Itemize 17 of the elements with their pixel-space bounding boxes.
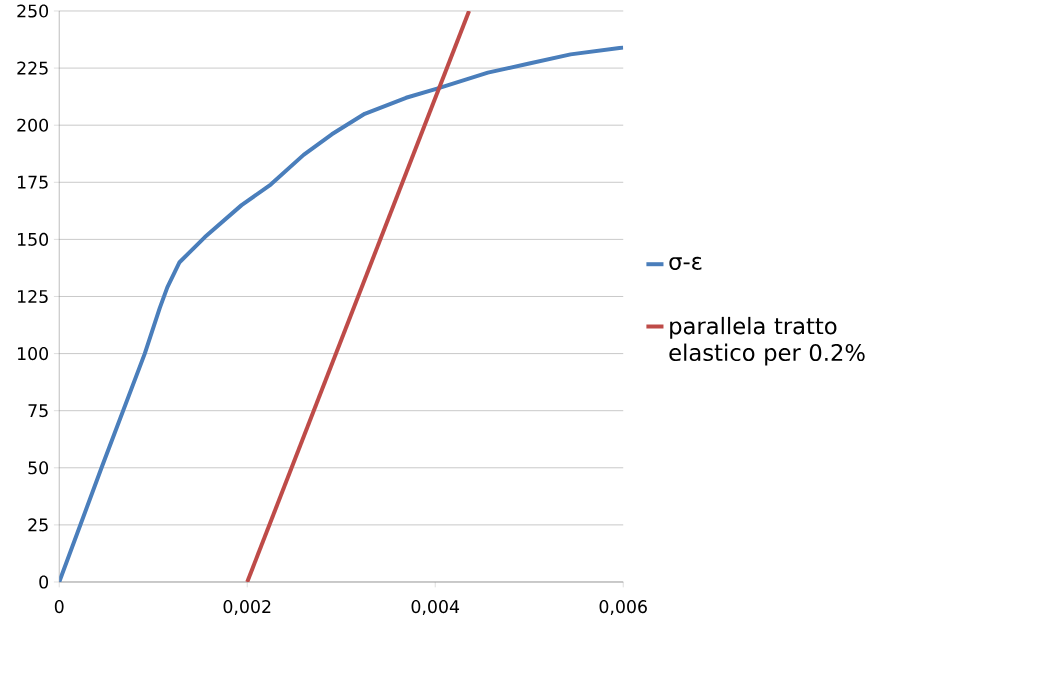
- legend-label: σ-ε: [669, 256, 702, 270]
- y-tick-label: 150: [18, 232, 49, 246]
- y-tick-label: 225: [17, 61, 48, 75]
- y-tick-label: 0: [39, 575, 49, 589]
- legend-label: parallela tratto elastico per 0.2%: [669, 316, 865, 366]
- y-tick-label: 175: [18, 175, 48, 189]
- x-tick-label: 0,004: [411, 599, 460, 615]
- y-tick-label: 200: [17, 118, 49, 132]
- x-tick-label: 0,002: [223, 599, 271, 615]
- y-tick-label: 125: [18, 289, 48, 303]
- y-tick-label: 25: [28, 518, 48, 532]
- x-tick-label: 0: [54, 599, 64, 614]
- y-tick-label: 75: [28, 404, 48, 418]
- y-tick-label: 50: [28, 461, 49, 475]
- y-tick-label: 100: [18, 346, 49, 361]
- x-tick-label: 0,006: [599, 599, 647, 615]
- y-tick-label: 250: [17, 4, 49, 18]
